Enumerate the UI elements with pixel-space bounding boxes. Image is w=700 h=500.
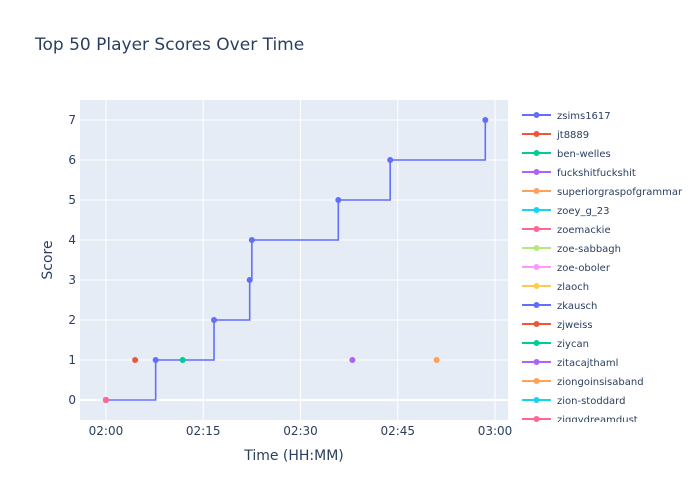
legend: zsims1617 jt8889 ben-welles fuckshitfuckshi…	[522, 111, 683, 426]
legend-label: superiorgraspofgrammar	[557, 187, 683, 198]
legend-swatch-marker	[533, 264, 540, 270]
x-tick-label: 02:00	[89, 424, 124, 438]
series-layer	[102, 117, 489, 403]
legend-label: ziggydreamdust	[557, 415, 638, 426]
y-axis-label: Score	[40, 240, 56, 279]
legend-item[interactable]: ziggydreamdust	[522, 415, 638, 426]
y-tick-label: 0	[68, 393, 76, 407]
y-axis-ticks: 0 1 2 3 4 5 6 7	[68, 113, 76, 407]
legend-label: zoey_g_23	[557, 206, 610, 217]
data-point	[132, 357, 139, 363]
legend-label: zion-stoddard	[557, 396, 625, 407]
plot-area	[80, 100, 508, 420]
legend-item[interactable]: zsims1617	[522, 111, 611, 122]
data-point	[482, 117, 489, 123]
data-point	[248, 237, 255, 243]
legend-label: zoe-oboler	[557, 263, 611, 274]
legend-item[interactable]: superiorgraspofgrammar	[522, 187, 683, 198]
legend-swatch-marker	[533, 283, 540, 289]
legend-item[interactable]: ziycan	[522, 339, 589, 350]
legend-swatch-marker	[533, 340, 540, 346]
legend-item[interactable]: ziongoinsisaband	[522, 377, 644, 388]
legend-swatch-marker	[533, 416, 540, 422]
legend-swatch-marker	[533, 321, 540, 327]
y-tick-label: 7	[68, 113, 76, 127]
legend-item[interactable]: zitacajthaml	[522, 358, 618, 369]
legend-swatch-marker	[533, 226, 540, 232]
legend-item[interactable]: zoemackie	[522, 225, 611, 236]
series-ziggydreamdust	[102, 397, 109, 403]
data-point	[211, 317, 218, 323]
x-tick-label: 03:00	[478, 424, 513, 438]
legend-label: zjweiss	[557, 320, 593, 331]
data-point	[152, 357, 159, 363]
legend-item[interactable]: ben-welles	[522, 149, 611, 160]
legend-label: fuckshitfuckshit	[557, 168, 636, 179]
legend-swatch-marker	[533, 207, 540, 213]
legend-label: ben-welles	[557, 149, 611, 160]
legend-swatch-marker	[533, 131, 540, 137]
legend-swatch-marker	[533, 378, 540, 384]
legend-item[interactable]: zlaoch	[522, 282, 589, 293]
y-tick-label: 2	[68, 313, 76, 327]
x-tick-label: 02:30	[283, 424, 318, 438]
legend-item[interactable]: zjweiss	[522, 320, 593, 331]
legend-label: zoe-sabbagh	[557, 244, 621, 255]
legend-swatch-marker	[533, 359, 540, 365]
series-jt8889	[132, 357, 139, 363]
legend-swatch-marker	[533, 150, 540, 156]
legend-swatch-marker	[533, 302, 540, 308]
legend-swatch-marker	[533, 188, 540, 194]
legend-swatch-marker	[533, 112, 540, 118]
legend-item[interactable]: zoe-oboler	[522, 263, 611, 274]
data-point	[179, 357, 186, 363]
data-point	[387, 157, 394, 163]
legend-label: ziongoinsisaband	[557, 377, 644, 388]
legend-swatch-marker	[533, 397, 540, 403]
legend-label: zitacajthaml	[557, 358, 618, 369]
y-tick-label: 3	[68, 273, 76, 287]
data-point	[349, 357, 356, 363]
legend-item[interactable]: zoey_g_23	[522, 206, 610, 217]
legend-label: ziycan	[557, 339, 589, 350]
y-tick-label: 4	[68, 233, 76, 247]
y-tick-label: 1	[68, 353, 76, 367]
legend-item[interactable]: fuckshitfuckshit	[522, 168, 636, 179]
data-point	[433, 357, 440, 363]
x-axis-ticks: 02:00 02:15 02:30 02:45 03:00	[89, 424, 513, 438]
series-fuckshitfuckshit	[349, 357, 356, 363]
legend-label: zoemackie	[557, 225, 611, 236]
chart-title: Top 50 Player Scores Over Time	[34, 35, 304, 55]
y-tick-label: 6	[68, 153, 76, 167]
series-zsims1617	[102, 117, 489, 403]
legend-item[interactable]: jt8889	[522, 130, 589, 141]
legend-label: jt8889	[556, 130, 589, 141]
legend-item[interactable]: zkausch	[522, 301, 597, 312]
series-superiorgraspofgrammar	[433, 357, 440, 363]
x-tick-label: 02:15	[186, 424, 221, 438]
x-tick-label: 02:45	[380, 424, 415, 438]
legend-swatch-marker	[533, 245, 540, 251]
legend-label: zlaoch	[557, 282, 589, 293]
legend-item[interactable]: zion-stoddard	[522, 396, 625, 407]
legend-item[interactable]: zoe-sabbagh	[522, 244, 621, 255]
x-axis-label: Time (HH:MM)	[243, 448, 344, 464]
data-point	[102, 397, 109, 403]
legend-swatch-marker	[533, 169, 540, 175]
data-point	[246, 277, 253, 283]
series-ben-welles	[179, 357, 186, 363]
legend-label: zsims1617	[557, 111, 611, 122]
legend-label: zkausch	[557, 301, 597, 312]
data-point	[335, 197, 342, 203]
y-tick-label: 5	[68, 193, 76, 207]
